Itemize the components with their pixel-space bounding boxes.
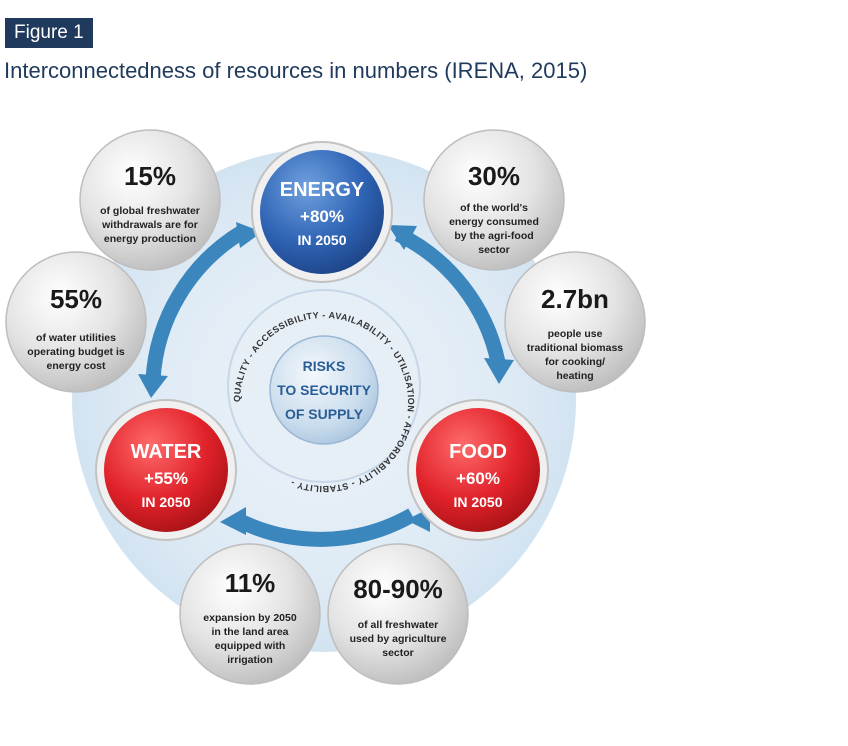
energy-year: IN 2050 [297, 232, 346, 248]
water-label: WATER [131, 441, 202, 463]
bubble-circle [327, 543, 469, 685]
arrowhead-water-side [220, 507, 246, 535]
water-fill [104, 408, 228, 532]
center-line-1: RISKS [303, 358, 346, 374]
center-line-3: OF SUPPLY [285, 406, 364, 422]
energy-node: ENERGY +80% IN 2050 [251, 141, 393, 283]
bubble-value: 15% [124, 161, 176, 191]
water-year: IN 2050 [141, 494, 190, 510]
bubble-line: in the land area [211, 626, 288, 638]
bubble-line: traditional biomass [527, 342, 623, 354]
stat-bubble-agri-freshwater: 80-90% of all freshwater used by agricul… [327, 543, 469, 685]
bubble-line: heating [556, 370, 593, 382]
bubble-line: equipped with [215, 640, 286, 652]
water-node: WATER +55% IN 2050 [95, 399, 237, 541]
arrowhead-water-top [138, 374, 168, 398]
bubble-line: expansion by 2050 [203, 612, 297, 624]
stat-bubble-irrigation: 11% expansion by 2050 in the land area e… [179, 543, 321, 685]
energy-label: ENERGY [280, 179, 365, 201]
stat-bubble-traditional-biomass: 2.7bn people use traditional biomass for… [504, 251, 646, 393]
bubble-value: 2.7bn [541, 284, 609, 314]
food-year: IN 2050 [453, 494, 502, 510]
bubble-line: by the agri-food [454, 230, 533, 242]
bubble-value: 11% [225, 568, 276, 598]
bubble-line: of all freshwater [358, 619, 439, 631]
bubble-line: withdrawals are for [101, 219, 198, 231]
bubble-circle [504, 251, 646, 393]
energy-change: +80% [300, 207, 344, 226]
bubble-line: irrigation [227, 654, 273, 666]
bubble-line: of water utilities [36, 332, 116, 344]
arrowhead-food-side [484, 358, 514, 384]
bubble-circle [5, 251, 147, 393]
stat-bubble-water-utilities: 55% of water utilities operating budget … [5, 251, 147, 393]
arrow-heads [138, 222, 514, 535]
food-fill [416, 408, 540, 532]
food-label: FOOD [449, 441, 507, 463]
bubble-line: energy cost [47, 360, 106, 372]
bubble-line: energy consumed [449, 216, 539, 228]
bubble-value: 55% [50, 284, 102, 314]
arrowhead-energy-side-left [236, 222, 262, 248]
stat-bubble-water-for-energy: 15% of global freshwater withdrawals are… [79, 129, 221, 271]
arrowhead-energy-side-right [388, 225, 417, 250]
food-change: +60% [456, 469, 500, 488]
food-node: FOOD +60% IN 2050 [407, 399, 549, 541]
bubble-line: of global freshwater [100, 205, 200, 217]
center-circle [269, 335, 379, 445]
bubble-line: of the world's [460, 202, 528, 214]
arrow-water-to-energy [145, 225, 246, 381]
bubble-line: sector [478, 244, 510, 256]
bubble-line: energy production [104, 233, 196, 245]
arrow-energy-to-food [394, 227, 506, 364]
arrow-food-to-water [234, 508, 416, 547]
bubble-line: operating budget is [27, 346, 125, 358]
figure-title: Interconnectedness of resources in numbe… [4, 58, 588, 83]
bubble-line: for cooking/ [545, 356, 605, 368]
bubble-line: used by agriculture [350, 633, 447, 645]
water-change: +55% [144, 469, 188, 488]
center-line-2: TO SECURITY [277, 382, 372, 398]
energy-fill [260, 150, 384, 274]
figure-tag: Figure 1 [5, 18, 93, 48]
bubble-circle [423, 129, 565, 271]
bubble-line: people use [548, 328, 603, 340]
bubble-line: sector [382, 647, 414, 659]
bubble-circle [79, 129, 221, 271]
cycle-arrows [145, 225, 506, 547]
stat-bubble-energy-agrifood: 30% of the world's energy consumed by th… [423, 129, 565, 271]
bubble-circle [179, 543, 321, 685]
bubble-value: 30% [468, 161, 520, 191]
bubble-value: 80-90% [353, 574, 443, 604]
